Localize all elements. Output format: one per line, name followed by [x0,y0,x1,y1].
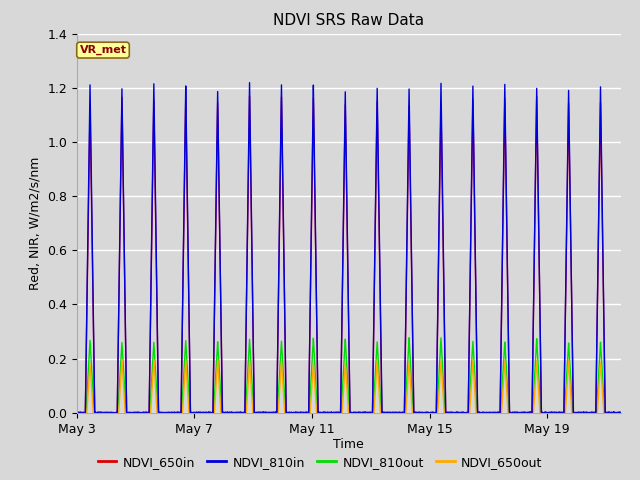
NDVI_810in [424,410,431,416]
NDVI_650in [73,410,81,416]
Legend: NDVI_650in, NDVI_810in, NDVI_810out, NDVI_650out: NDVI_650in, NDVI_810in, NDVI_810out, NDV… [93,451,547,474]
NDVI_810in [617,410,625,416]
NDVI_650in [269,409,277,415]
NDVI_650out [597,362,605,368]
NDVI_810out [617,410,625,416]
NDVI_810in [73,409,81,415]
NDVI_650in [424,409,431,415]
NDVI_650in [86,132,94,138]
NDVI_650out [73,410,81,416]
NDVI_650out [617,409,625,415]
Line: NDVI_650out: NDVI_650out [77,360,621,413]
NDVI_650in [246,93,253,99]
Text: VR_met: VR_met [79,45,127,55]
NDVI_650in [617,409,625,415]
NDVI_810in [246,80,253,85]
NDVI_810in [87,123,95,129]
NDVI_650in [597,110,605,116]
Y-axis label: Red, NIR, W/m2/s/nm: Red, NIR, W/m2/s/nm [29,156,42,290]
NDVI_810out [87,348,95,354]
NDVI_810in [270,409,278,415]
NDVI_810in [74,410,81,416]
Line: NDVI_650in: NDVI_650in [77,96,621,413]
NDVI_810out [73,410,81,416]
NDVI_650in [358,410,365,416]
NDVI_810out [597,345,605,350]
X-axis label: Time: Time [333,438,364,451]
Title: NDVI SRS Raw Data: NDVI SRS Raw Data [273,13,424,28]
NDVI_810out [269,410,277,416]
NDVI_650out [214,357,221,362]
NDVI_810out [358,410,365,416]
NDVI_810out [424,410,431,416]
NDVI_810in [536,268,543,274]
NDVI_650out [269,410,277,416]
NDVI_810in [358,410,366,416]
NDVI_650in [536,261,543,267]
Line: NDVI_810out: NDVI_810out [77,338,621,413]
NDVI_650out [86,367,94,373]
NDVI_810out [73,409,81,415]
NDVI_650out [424,410,431,416]
NDVI_650out [536,398,543,404]
NDVI_810out [536,384,543,390]
NDVI_810out [405,335,413,341]
NDVI_650out [358,410,365,416]
NDVI_810in [597,105,605,111]
Line: NDVI_810in: NDVI_810in [77,83,621,413]
